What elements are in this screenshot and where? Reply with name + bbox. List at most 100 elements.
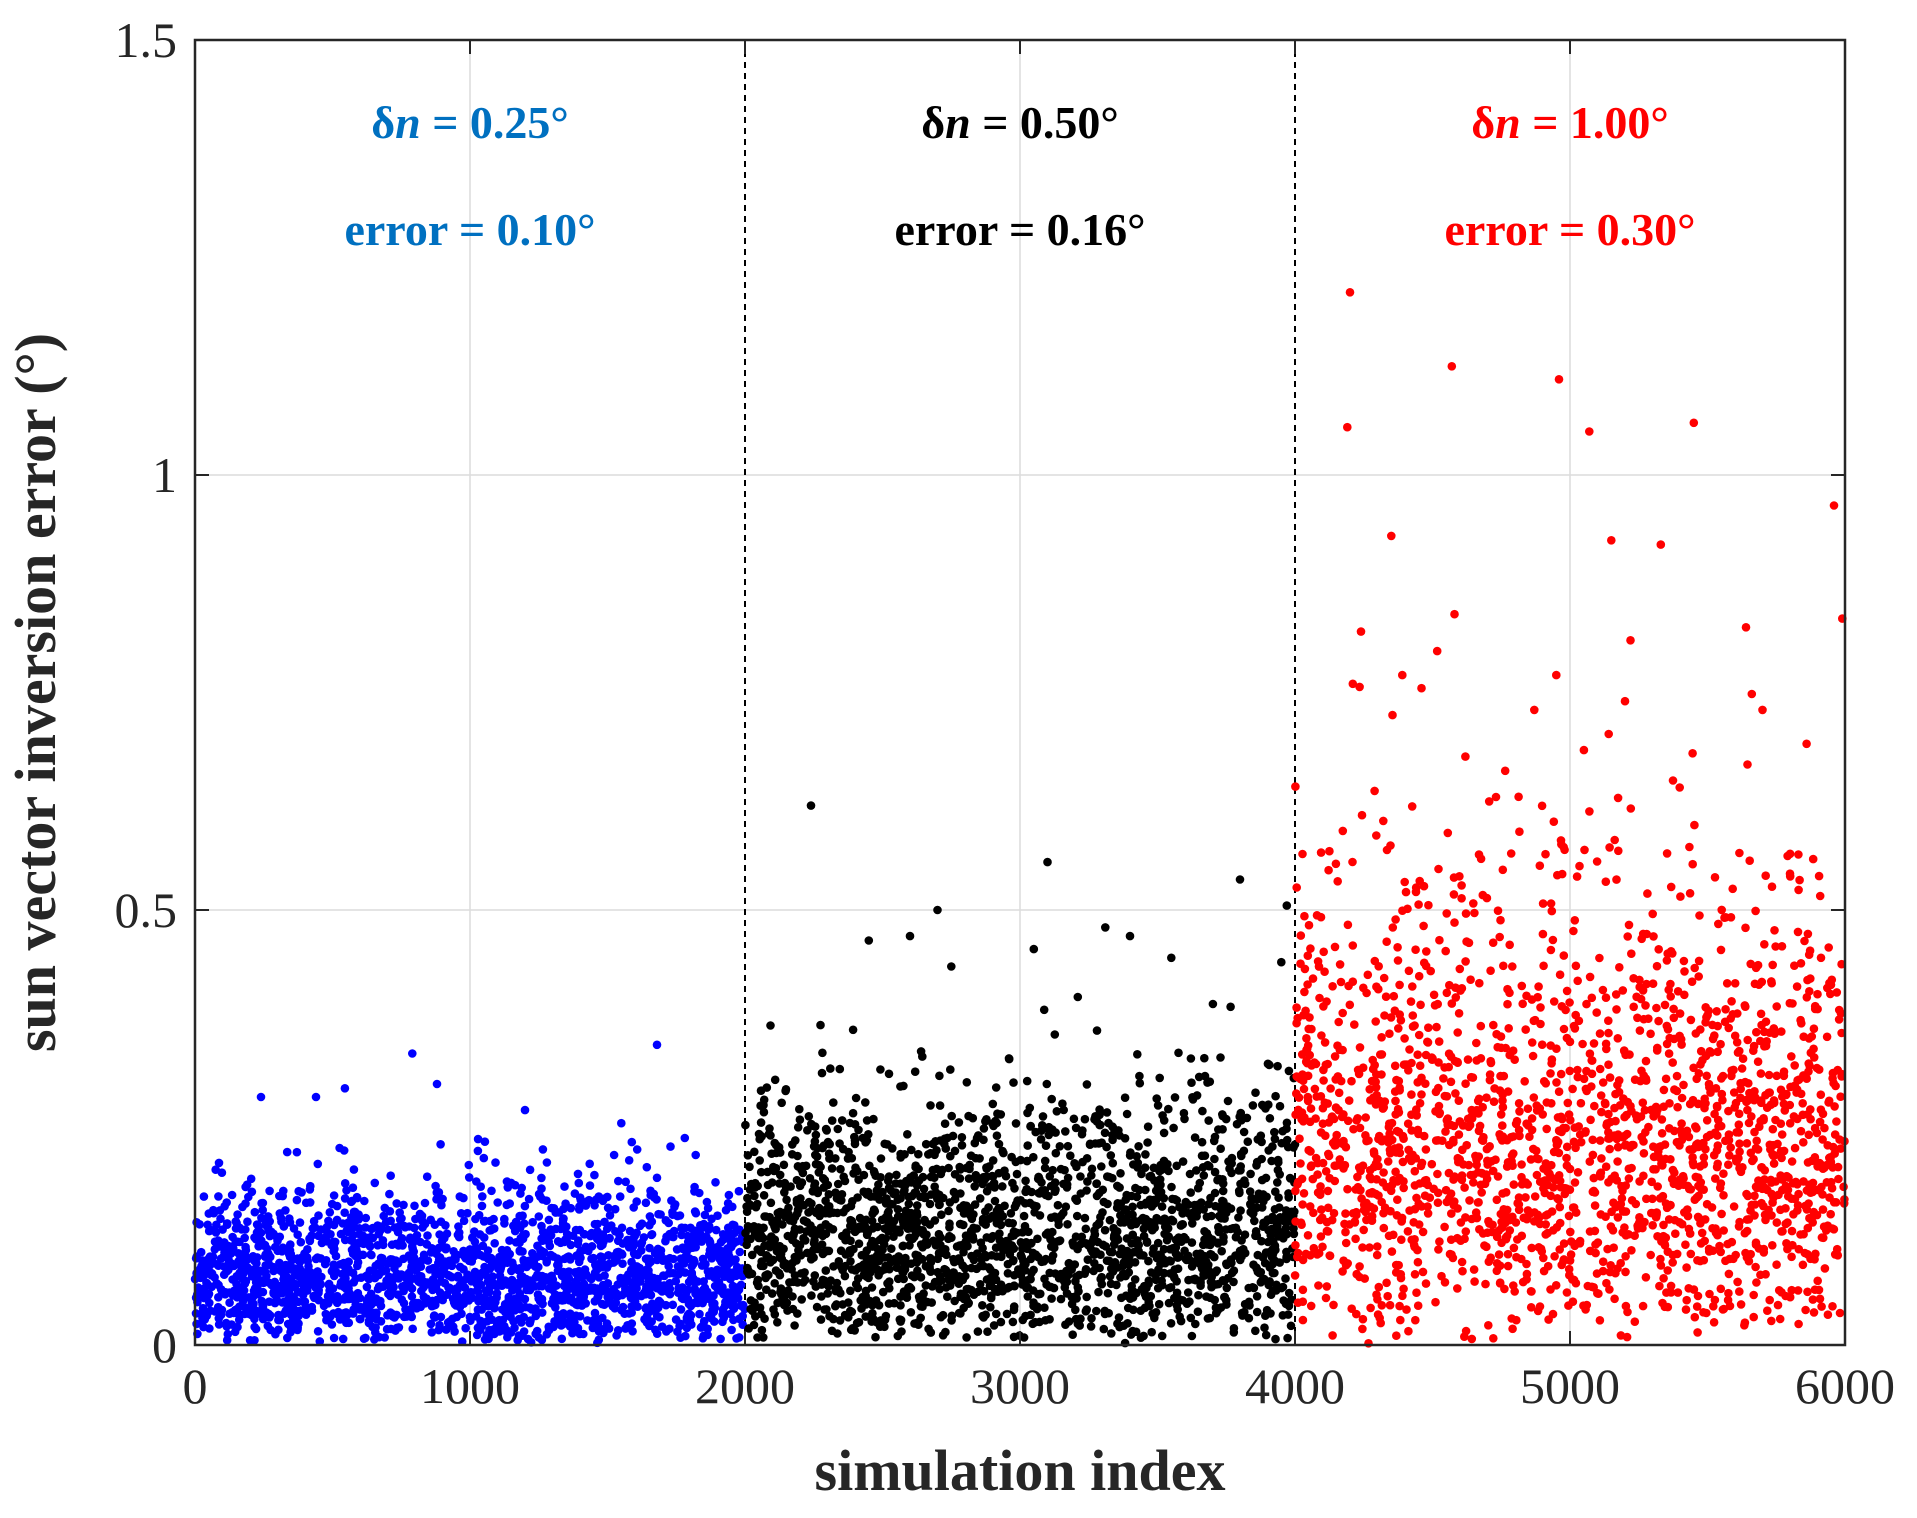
data-point — [803, 1249, 812, 1258]
data-point — [1493, 1259, 1502, 1268]
data-point — [1004, 1219, 1013, 1228]
data-point — [828, 1327, 837, 1336]
data-point — [767, 1199, 776, 1208]
data-point — [885, 1299, 894, 1308]
data-point — [1590, 1102, 1599, 1111]
data-point — [1188, 1238, 1197, 1247]
data-point — [1089, 1267, 1098, 1276]
data-point — [1187, 1054, 1196, 1063]
data-point — [1040, 1006, 1049, 1015]
data-point — [1361, 1113, 1370, 1122]
data-point — [849, 1026, 858, 1035]
data-point — [1319, 1159, 1328, 1168]
data-point — [516, 1247, 525, 1256]
data-point — [1036, 1290, 1045, 1299]
data-point — [1249, 1101, 1258, 1110]
data-point — [1440, 1223, 1449, 1232]
data-point — [811, 1122, 820, 1131]
data-point — [203, 1279, 212, 1288]
data-point — [1605, 1145, 1614, 1154]
data-point — [1174, 1049, 1183, 1058]
data-point — [1257, 1237, 1266, 1246]
data-point — [208, 1269, 217, 1278]
data-point — [935, 1285, 944, 1294]
data-point — [906, 932, 915, 941]
data-point — [936, 1233, 945, 1242]
data-point — [1240, 1308, 1249, 1317]
data-point — [1211, 1202, 1220, 1211]
data-point — [666, 1142, 675, 1151]
data-point — [1291, 1271, 1300, 1280]
data-point — [701, 1284, 710, 1293]
data-point — [1283, 1230, 1292, 1239]
data-point — [853, 1193, 862, 1202]
data-point — [1415, 972, 1424, 981]
data-point — [717, 1247, 726, 1256]
data-point — [517, 1318, 526, 1327]
data-point — [1264, 1060, 1273, 1069]
data-point — [293, 1196, 302, 1205]
data-point — [1012, 1119, 1021, 1128]
data-point — [866, 1264, 875, 1273]
data-point — [637, 1246, 646, 1255]
data-point — [1105, 1173, 1114, 1182]
data-point — [1051, 1269, 1060, 1278]
data-point — [910, 1233, 919, 1242]
data-point — [913, 1201, 922, 1210]
data-point — [1292, 883, 1301, 892]
data-point — [205, 1209, 214, 1218]
data-point — [491, 1158, 500, 1167]
data-point — [1021, 1177, 1030, 1186]
data-point — [251, 1271, 260, 1280]
data-point — [241, 1199, 250, 1208]
data-point — [817, 1224, 826, 1233]
data-point — [1375, 1283, 1384, 1292]
data-point — [572, 1252, 581, 1261]
data-point — [1222, 1296, 1231, 1305]
data-point — [1364, 971, 1373, 980]
data-point — [488, 1225, 497, 1234]
data-point — [765, 1240, 774, 1249]
data-point — [1503, 1000, 1512, 1009]
data-point — [750, 1222, 759, 1231]
data-point — [655, 1297, 664, 1306]
data-point — [590, 1171, 599, 1180]
data-point — [1194, 1307, 1203, 1316]
data-point — [1582, 1067, 1591, 1076]
data-point — [1411, 1270, 1420, 1279]
data-point — [278, 1192, 287, 1201]
data-point — [810, 1236, 819, 1245]
data-point — [1831, 1130, 1840, 1139]
data-point — [1200, 1054, 1209, 1063]
data-point — [906, 1173, 915, 1182]
data-point — [719, 1305, 728, 1314]
data-point — [1155, 1300, 1164, 1309]
data-point — [876, 1065, 885, 1074]
data-point — [800, 1216, 809, 1225]
data-point — [1194, 1184, 1203, 1193]
data-point — [1462, 1141, 1471, 1150]
data-point — [1050, 1284, 1059, 1293]
data-point — [1489, 1021, 1498, 1030]
data-point — [431, 1270, 440, 1279]
data-point — [1400, 878, 1409, 887]
data-point — [1768, 882, 1777, 891]
data-point — [1267, 1253, 1276, 1262]
data-point — [294, 1288, 303, 1297]
data-point — [1233, 1228, 1242, 1237]
data-point — [1138, 1285, 1147, 1294]
data-point — [291, 1297, 300, 1306]
data-point — [1404, 1227, 1413, 1236]
data-point — [1529, 1052, 1538, 1061]
data-point — [437, 1313, 446, 1322]
data-point — [1007, 1209, 1016, 1218]
data-point — [923, 1238, 932, 1247]
data-point — [449, 1247, 458, 1256]
data-point — [411, 1257, 420, 1266]
data-point — [1196, 1276, 1205, 1285]
data-point — [539, 1145, 548, 1154]
data-point — [1752, 1028, 1761, 1037]
data-point — [947, 1233, 956, 1242]
data-point — [1259, 1102, 1268, 1111]
data-point — [265, 1187, 274, 1196]
